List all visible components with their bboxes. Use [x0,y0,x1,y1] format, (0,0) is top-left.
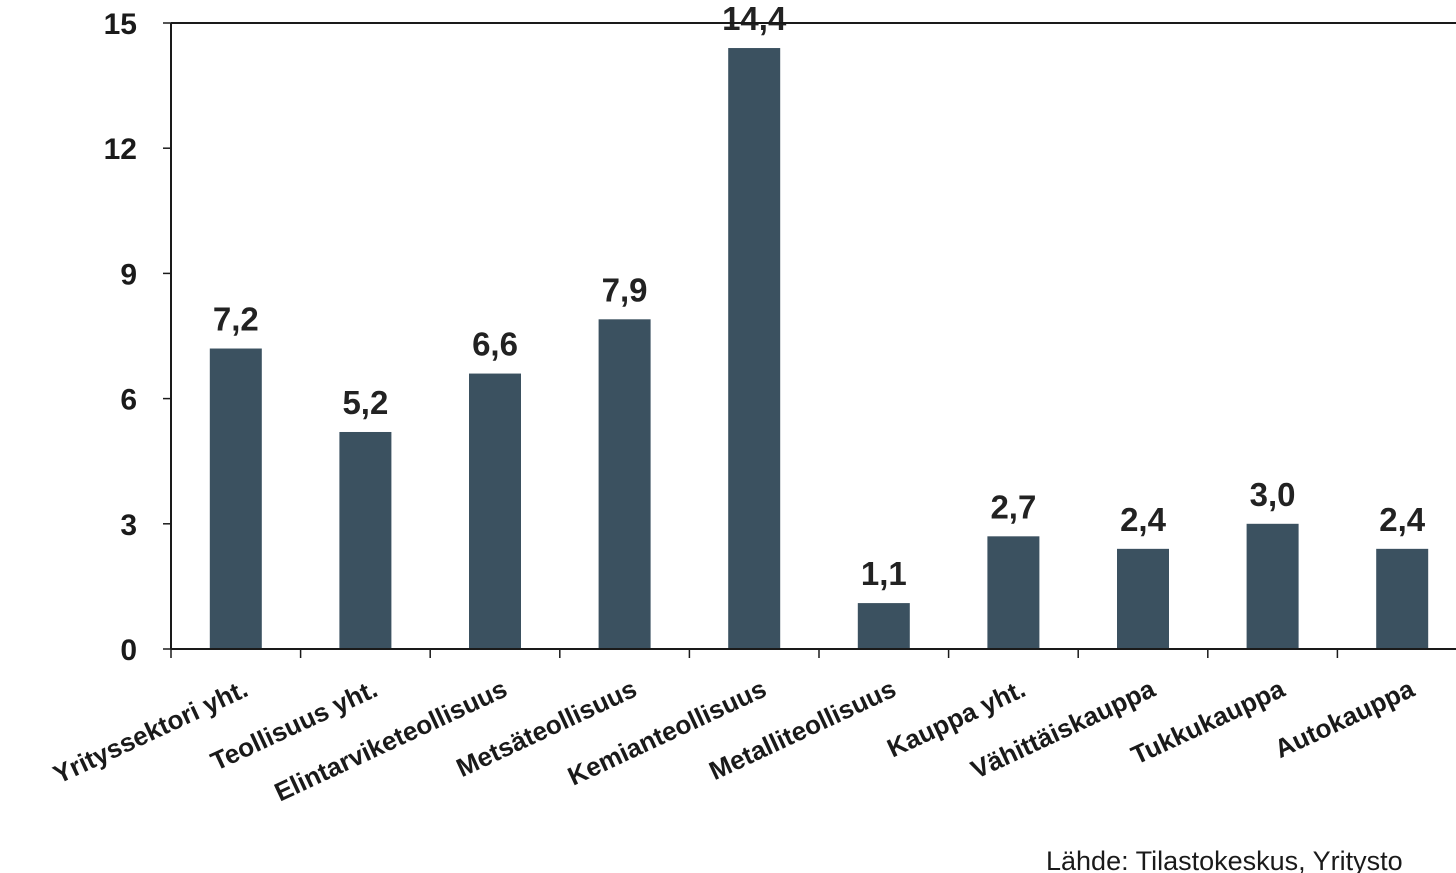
data-label: 1,1 [861,555,907,592]
x-tick-label: Elintarviketeollisuus [270,673,512,807]
bar [1376,548,1429,649]
y-tick-labels: 0 3 6 9 12 15 [104,8,137,667]
bar [598,319,651,649]
x-tick-label: Autokauppa [1270,673,1419,764]
y-tick-label: 6 [120,384,137,417]
bar [857,603,910,649]
data-label: 14,4 [722,0,787,37]
data-label: 7,9 [602,271,648,308]
bar [728,48,781,650]
data-label: 7,2 [213,301,259,338]
data-labels-layer: 7,2 5,2 6,6 7,9 14,4 1,1 2,7 2,4 3,0 2,4 [213,0,1426,592]
bar [1117,548,1169,649]
data-label: 2,7 [990,488,1036,525]
y-tick-label: 9 [120,258,137,291]
data-label: 3,0 [1250,476,1296,513]
x-tick-labels: Yrityssektori yht.Teollisuus yht.Elintar… [48,673,1419,807]
source-note: Lähde: Tilastokeskus, Yritysto [1046,846,1403,873]
bars-layer [209,48,1429,650]
bar [209,348,262,649]
bar [987,536,1040,649]
y-tick-label: 0 [120,634,137,667]
axes-layer [163,22,1456,658]
data-label: 5,2 [342,384,388,421]
bar [339,431,392,649]
y-tick-label: 12 [104,133,137,166]
y-tick-label: 15 [104,8,137,41]
bar [1246,523,1299,649]
data-label: 2,4 [1120,501,1167,538]
bar [469,373,521,649]
data-label: 6,6 [472,326,518,363]
y-tick-label: 3 [120,509,137,542]
data-label: 2,4 [1379,501,1426,538]
